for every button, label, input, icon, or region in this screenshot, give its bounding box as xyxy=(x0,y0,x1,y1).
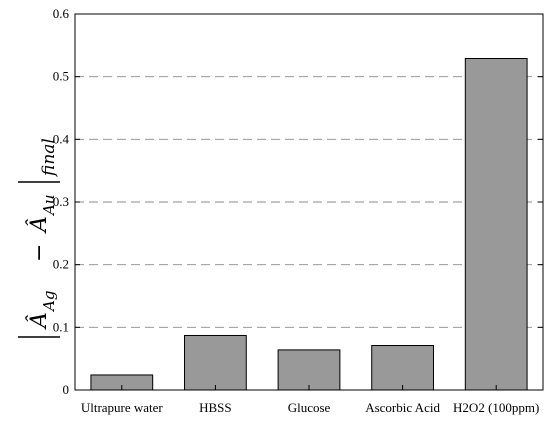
ylabel-term1-sub: Ag xyxy=(40,291,58,313)
x-tick-label: Ultrapure water xyxy=(81,400,164,415)
ylabel-term2-sub: Au xyxy=(40,195,58,218)
ylabel-suffix: final xyxy=(39,138,59,178)
ylabel-minus: − xyxy=(27,244,52,262)
y-tick-label: 0 xyxy=(63,382,70,397)
x-tick-label: HBSS xyxy=(199,400,232,415)
ylabel-term1: Â xyxy=(25,312,52,330)
bar xyxy=(185,335,247,390)
y-tick-label: 0.6 xyxy=(53,6,70,21)
y-tick-label: 0.2 xyxy=(53,257,69,272)
x-tick-label: H2O2 (100ppm) xyxy=(453,400,539,415)
x-tick-label: Glucose xyxy=(288,400,331,415)
bar xyxy=(278,350,340,390)
ylabel-term2: Â xyxy=(25,216,52,234)
bar xyxy=(372,346,434,390)
bar xyxy=(465,58,527,390)
y-tick-label: 0.1 xyxy=(53,319,69,334)
y-tick-label: 0.5 xyxy=(53,69,69,84)
y-axis-label: Â Ag − Â Au final xyxy=(18,138,60,337)
x-tick-label: Ascorbic Acid xyxy=(365,400,440,415)
